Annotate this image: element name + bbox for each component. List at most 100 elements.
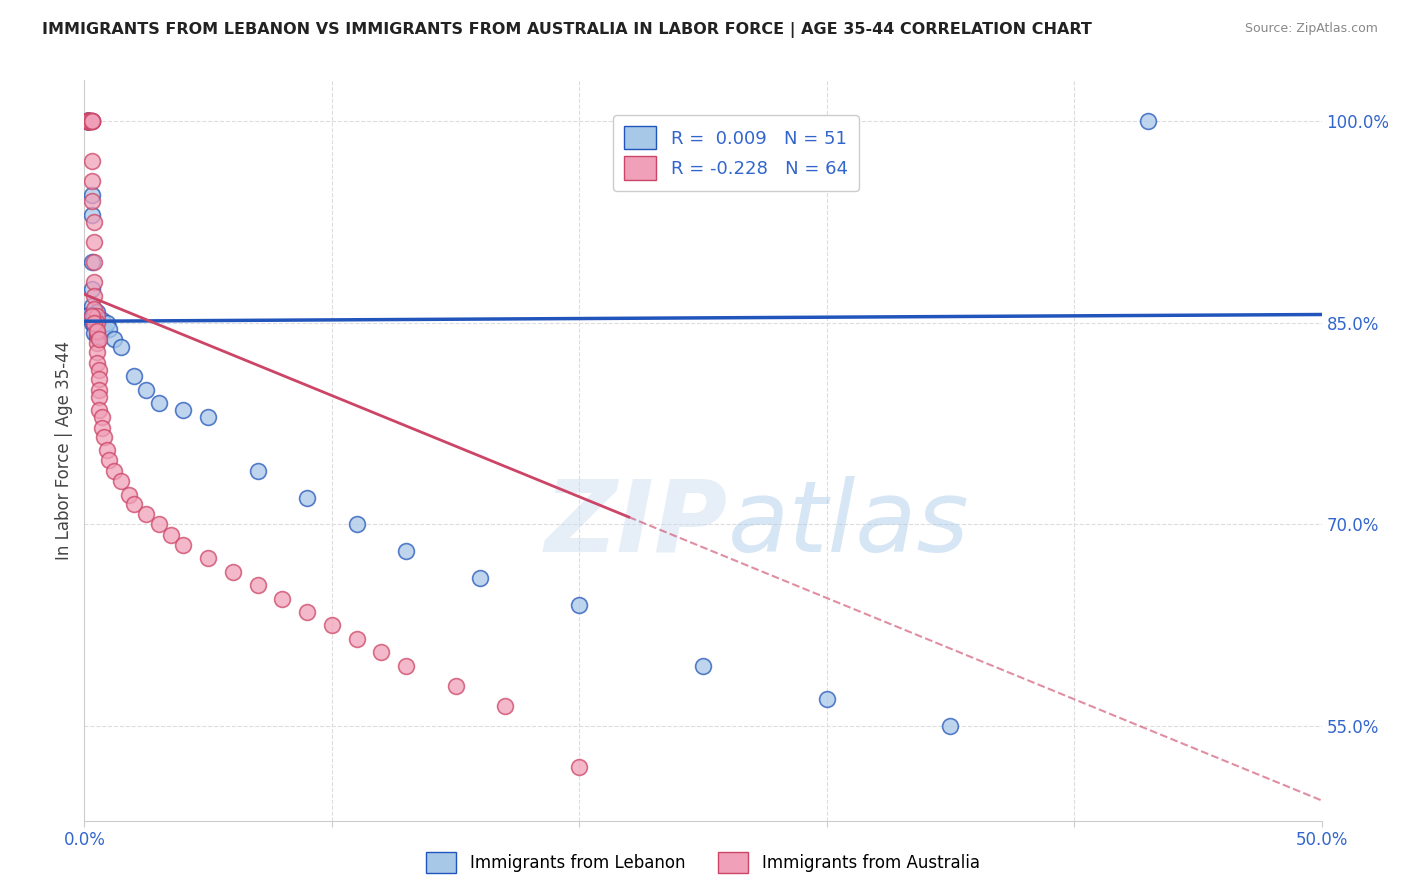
Point	[80, 113, 103, 128]
Legend: Immigrants from Lebanon, Immigrants from Australia: Immigrants from Lebanon, Immigrants from…	[419, 846, 987, 880]
Point	[103, 464, 125, 478]
Point	[76, 113, 98, 128]
Point	[79, 113, 101, 128]
Point	[76, 113, 98, 128]
Point	[939, 719, 962, 733]
Point	[80, 113, 103, 128]
Point	[160, 528, 183, 542]
Point	[815, 692, 838, 706]
Point	[89, 362, 111, 376]
Point	[90, 324, 112, 338]
Point	[86, 309, 108, 323]
Point	[86, 316, 108, 330]
Point	[79, 113, 101, 128]
Point	[76, 113, 98, 128]
Point	[83, 309, 105, 323]
Point	[86, 326, 108, 341]
Point	[197, 551, 219, 566]
Point	[148, 396, 170, 410]
Point	[568, 599, 591, 613]
Point	[86, 335, 108, 350]
Point	[80, 282, 103, 296]
Point	[83, 255, 105, 269]
Point	[93, 322, 115, 336]
Point	[79, 113, 101, 128]
Point	[692, 658, 714, 673]
Point	[93, 430, 115, 444]
Point	[346, 517, 368, 532]
Point	[86, 324, 108, 338]
Point	[90, 313, 112, 327]
Point	[76, 113, 98, 128]
Point	[83, 214, 105, 228]
Point	[76, 113, 98, 128]
Point	[321, 618, 343, 632]
Point	[80, 308, 103, 322]
Point	[76, 309, 98, 323]
Point	[80, 113, 103, 128]
Point	[246, 464, 269, 478]
Point	[395, 544, 418, 558]
Point	[122, 497, 145, 511]
Point	[110, 475, 132, 489]
Point	[83, 318, 105, 333]
Point	[80, 316, 103, 330]
Point	[79, 113, 101, 128]
Point	[86, 356, 108, 370]
Point	[470, 571, 492, 585]
Point	[79, 113, 101, 128]
Text: ZIP: ZIP	[544, 476, 728, 573]
Point	[83, 288, 105, 302]
Point	[80, 113, 103, 128]
Point	[83, 326, 105, 341]
Point	[89, 383, 111, 397]
Point	[80, 187, 103, 202]
Point	[80, 174, 103, 188]
Point	[76, 113, 98, 128]
Point	[246, 578, 269, 592]
Point	[83, 309, 105, 323]
Point	[98, 322, 121, 336]
Point	[83, 316, 105, 330]
Point	[76, 113, 98, 128]
Point	[148, 517, 170, 532]
Point	[90, 409, 112, 424]
Point	[83, 275, 105, 289]
Point	[346, 632, 368, 646]
Point	[568, 760, 591, 774]
Point	[79, 113, 101, 128]
Point	[79, 308, 101, 322]
Point	[79, 113, 101, 128]
Point	[76, 113, 98, 128]
Point	[79, 113, 101, 128]
Point	[118, 488, 141, 502]
Point	[222, 565, 245, 579]
Point	[135, 507, 157, 521]
Y-axis label: In Labor Force | Age 35-44: In Labor Force | Age 35-44	[55, 341, 73, 560]
Point	[89, 372, 111, 386]
Point	[80, 300, 103, 314]
Point	[89, 329, 111, 343]
Point	[295, 605, 318, 619]
Point	[395, 658, 418, 673]
Point	[80, 154, 103, 169]
Point	[83, 302, 105, 317]
Point	[80, 309, 103, 323]
Point	[96, 316, 118, 330]
Point	[103, 332, 125, 346]
Legend: R =  0.009   N = 51, R = -0.228   N = 64: R = 0.009 N = 51, R = -0.228 N = 64	[613, 115, 859, 191]
Point	[122, 369, 145, 384]
Point	[295, 491, 318, 505]
Point	[89, 390, 111, 404]
Point	[110, 340, 132, 354]
Point	[83, 235, 105, 249]
Point	[80, 309, 103, 323]
Point	[80, 194, 103, 209]
Text: Source: ZipAtlas.com: Source: ZipAtlas.com	[1244, 22, 1378, 36]
Point	[79, 113, 101, 128]
Point	[1137, 113, 1160, 128]
Point	[135, 383, 157, 397]
Point	[172, 403, 194, 417]
Text: IMMIGRANTS FROM LEBANON VS IMMIGRANTS FROM AUSTRALIA IN LABOR FORCE | AGE 35-44 : IMMIGRANTS FROM LEBANON VS IMMIGRANTS FR…	[42, 22, 1092, 38]
Point	[79, 113, 101, 128]
